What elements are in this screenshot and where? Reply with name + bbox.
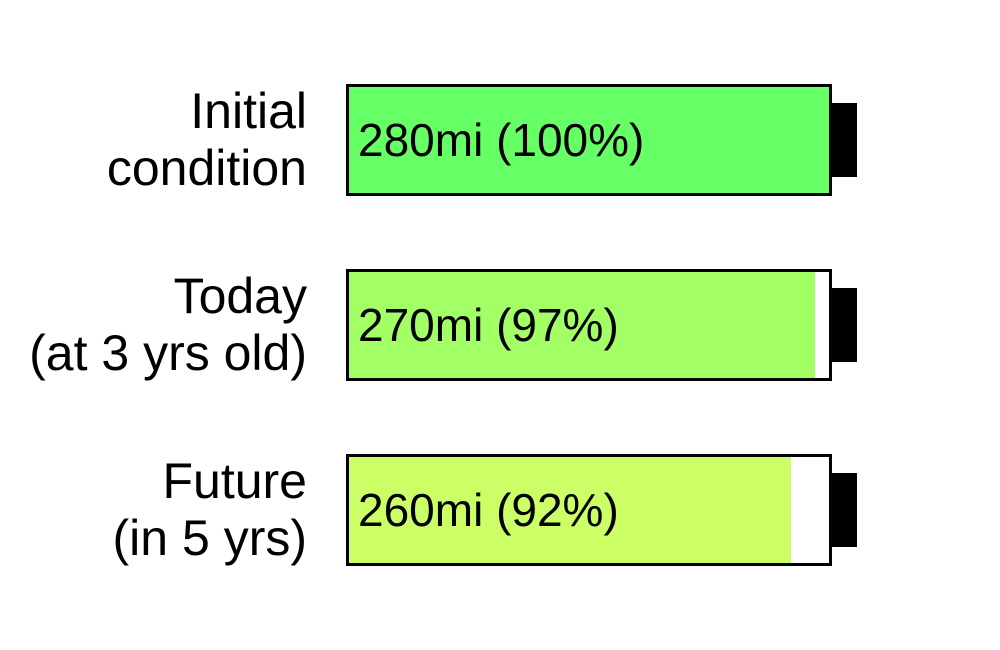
data-label: 280mi (100%)	[358, 114, 645, 166]
category-label-line: Today	[173, 268, 307, 324]
battery-fill-bar	[349, 457, 791, 563]
battery-row: Future (in 5 yrs) 260mi (92%)	[0, 453, 1000, 566]
category-label: Today (at 3 yrs old)	[29, 268, 307, 381]
battery-body: 270mi (97%)	[346, 269, 832, 381]
battery-body: 280mi (100%)	[346, 84, 832, 196]
category-label-line: Future	[162, 453, 307, 509]
battery-terminal-icon	[832, 288, 857, 362]
data-label: 270mi (97%)	[358, 299, 619, 351]
battery-row: Today (at 3 yrs old) 270mi (97%)	[0, 268, 1000, 381]
category-label-line: condition	[106, 140, 307, 196]
category-label: Future (in 5 yrs)	[112, 453, 307, 566]
battery-body: 260mi (92%)	[346, 454, 832, 566]
battery-fill-bar	[349, 272, 815, 378]
category-label-line: (at 3 yrs old)	[29, 325, 307, 381]
battery-terminal-icon	[832, 473, 857, 547]
data-label: 260mi (92%)	[358, 484, 619, 536]
battery-fill-bar	[349, 87, 829, 193]
battery-row: Initial condition 280mi (100%)	[0, 83, 1000, 196]
category-label-line: (in 5 yrs)	[112, 510, 307, 566]
battery-terminal-icon	[832, 103, 857, 177]
category-label: Initial condition	[106, 83, 307, 196]
category-label-line: Initial	[190, 83, 307, 139]
